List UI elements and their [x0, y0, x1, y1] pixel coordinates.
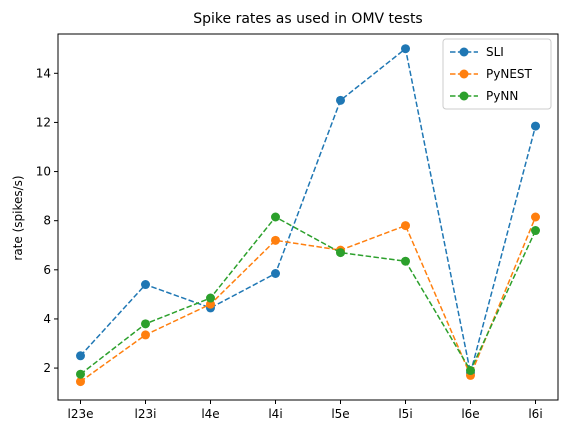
legend-item: PyNEST	[450, 67, 533, 81]
data-point	[531, 212, 540, 222]
series-line	[80, 216, 537, 375]
legend-item: SLI	[450, 45, 504, 59]
y-tick-label: 2	[43, 361, 51, 375]
y-axis-ticks: 2 4 6 8 10 12 14	[36, 66, 58, 375]
data-point	[141, 280, 150, 290]
data-point	[531, 226, 540, 236]
y-tick-label: 10	[36, 165, 51, 179]
series-line	[79, 47, 537, 374]
data-point	[271, 268, 280, 278]
legend-marker	[459, 47, 469, 57]
data-point	[401, 44, 410, 54]
data-point	[401, 221, 410, 231]
data-point	[76, 351, 85, 361]
x-tick-label: l4e	[201, 407, 219, 421]
y-tick-label: 14	[36, 66, 51, 80]
data-point	[141, 330, 150, 340]
data-point	[206, 293, 215, 303]
legend-label: SLI	[486, 45, 504, 59]
data-point	[76, 369, 85, 379]
legend-marker	[459, 91, 469, 101]
legend-label: PyNEST	[486, 67, 533, 81]
series-pynn	[76, 212, 540, 379]
data-point	[531, 121, 540, 131]
x-tick-label: l6e	[461, 407, 479, 421]
x-tick-label: l5i	[398, 407, 412, 421]
y-axis-label: rate (spikes/s)	[11, 175, 25, 260]
data-point	[271, 235, 280, 245]
chart-title: Spike rates as used in OMV tests	[193, 11, 422, 27]
x-tick-label: l23i	[135, 407, 157, 421]
series-layer	[76, 44, 540, 387]
x-tick-label: l5e	[331, 407, 349, 421]
legend-marker	[459, 69, 469, 79]
x-axis-ticks: l23e l23i l4e l4i l5e l5i l6e l6i	[68, 400, 543, 421]
legend: SLI PyNEST PyNN	[442, 38, 552, 110]
y-tick-label: 8	[43, 214, 51, 228]
legend-label: PyNN	[486, 89, 518, 103]
series-pynest	[76, 212, 540, 387]
x-tick-label: l23e	[68, 407, 94, 421]
data-point	[466, 366, 475, 376]
data-point	[336, 95, 345, 105]
legend-item: PyNN	[450, 89, 518, 103]
plot-frame	[57, 33, 559, 401]
y-tick-label: 6	[43, 263, 51, 277]
legend-box	[442, 38, 552, 110]
data-point	[336, 248, 345, 258]
x-tick-label: l6i	[528, 407, 542, 421]
data-point	[401, 256, 410, 266]
y-tick-label: 12	[36, 115, 51, 129]
series-line	[80, 216, 537, 383]
y-tick-label: 4	[43, 312, 51, 326]
data-point	[271, 212, 280, 222]
data-point	[76, 377, 85, 387]
x-tick-label: l4i	[268, 407, 282, 421]
data-point	[141, 319, 150, 329]
